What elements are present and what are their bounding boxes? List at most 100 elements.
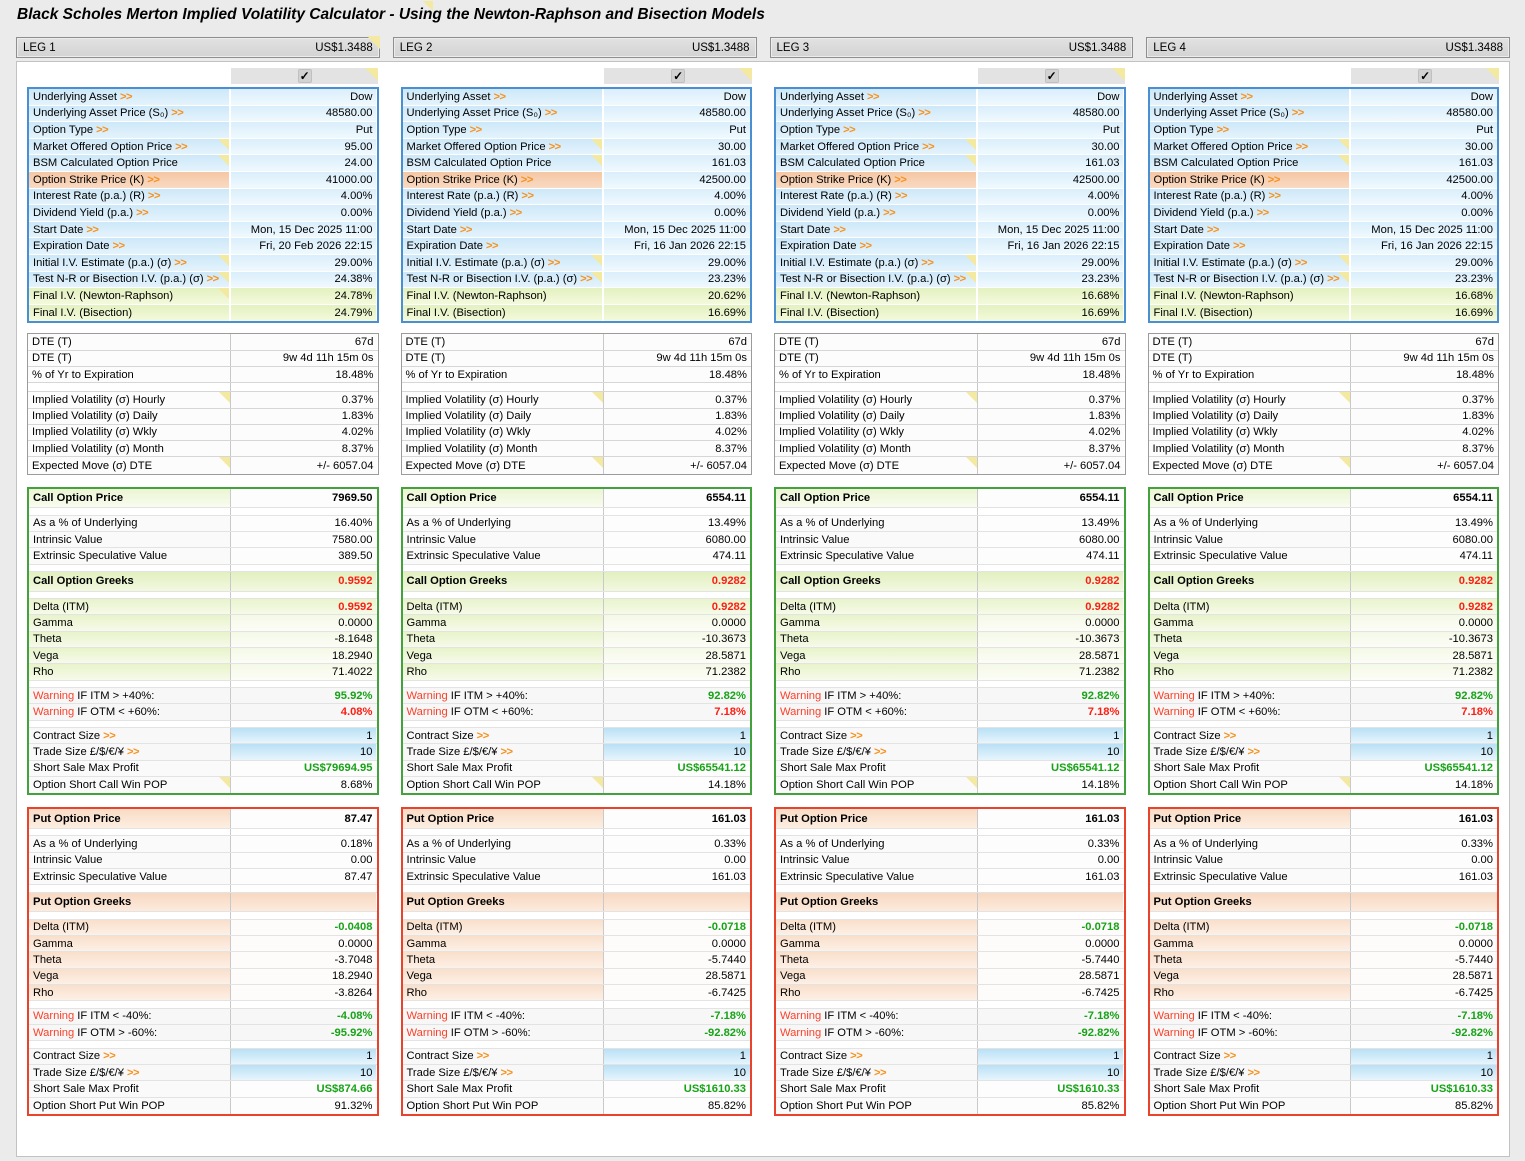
input-cell[interactable]: 29.00% <box>1351 254 1497 271</box>
input-cell[interactable]: Dow <box>977 89 1124 105</box>
leg-enabled-checkbox[interactable]: ✓ <box>671 69 686 83</box>
input-cell[interactable]: 29.00% <box>604 254 750 271</box>
leg-header: LEG 2 US$1.3488 <box>392 37 757 58</box>
input-cell[interactable]: Mon, 15 Dec 2025 11:00 <box>1351 221 1497 238</box>
row-value: 7969.50 <box>230 488 377 508</box>
input-cell[interactable]: Fri, 16 Jan 2026 22:15 <box>977 238 1124 254</box>
table-row: Final I.V. (Bisection) 24.79% <box>29 304 377 322</box>
input-cell[interactable]: 0.00% <box>977 205 1124 221</box>
note-indicator-icon <box>218 457 230 469</box>
input-cell[interactable]: 48580.00 <box>604 105 750 122</box>
input-cell[interactable]: Mon, 15 Dec 2025 11:00 <box>230 221 377 238</box>
table-row <box>402 680 750 689</box>
input-cell[interactable]: 4.00% <box>604 188 750 205</box>
input-cell[interactable]: 24.38% <box>230 271 377 288</box>
row-label: Initial I.V. Estimate (p.a.) (σ) >> <box>402 254 605 271</box>
input-cell[interactable]: 4.00% <box>977 188 1124 205</box>
input-cell[interactable]: 10 <box>604 744 750 760</box>
input-cell[interactable]: Put <box>230 122 377 138</box>
row-label-text: Call Option Greeks <box>1153 575 1255 588</box>
table-row: DTE (T) 67d <box>401 334 751 351</box>
input-cell[interactable]: 1 <box>1351 1048 1497 1065</box>
input-cell[interactable]: Put <box>1351 122 1497 138</box>
table-row: Extrinsic Speculative Value 474.11 <box>776 548 1124 565</box>
input-cell[interactable]: 1 <box>977 728 1124 744</box>
input-cell[interactable]: Dow <box>230 89 377 105</box>
note-indicator-icon <box>365 68 379 81</box>
row-label: Delta (ITM) <box>776 919 978 936</box>
input-cell[interactable]: Mon, 15 Dec 2025 11:00 <box>604 221 750 238</box>
input-cell[interactable]: 0.00% <box>604 205 750 221</box>
table-row: Interest Rate (p.a.) (R) >> 4.00% <box>402 188 750 206</box>
input-cell[interactable]: 42500.00 <box>604 171 750 188</box>
row-label: Warning IF ITM > +40%: <box>29 688 231 704</box>
input-cell[interactable]: 4.00% <box>1351 188 1497 205</box>
input-cell[interactable]: 29.00% <box>230 254 377 271</box>
row-label-text: BSM Calculated Option Price <box>33 157 178 170</box>
input-cell[interactable]: 23.23% <box>977 271 1124 288</box>
input-cell[interactable]: 42500.00 <box>977 171 1124 188</box>
input-cell[interactable]: Mon, 15 Dec 2025 11:00 <box>977 221 1124 238</box>
input-cell[interactable]: 4.00% <box>230 188 377 205</box>
input-cell[interactable]: 10 <box>1351 1065 1497 1081</box>
input-cell[interactable]: Dow <box>604 89 750 105</box>
input-cell[interactable]: 30.00 <box>977 138 1124 155</box>
input-cell[interactable]: 1 <box>977 1048 1124 1065</box>
input-cell[interactable]: 0.00% <box>230 205 377 221</box>
input-cell[interactable]: 30.00 <box>1351 138 1497 155</box>
input-cell[interactable]: 161.03 <box>1351 155 1497 171</box>
table-row: Dividend Yield (p.a.) >> 0.00% <box>776 205 1124 222</box>
input-cell[interactable]: 10 <box>230 1065 377 1081</box>
input-cell[interactable]: Fri, 20 Feb 2026 22:15 <box>230 238 377 254</box>
input-cell[interactable]: 42500.00 <box>1351 171 1497 188</box>
input-cell[interactable]: 24.00 <box>230 155 377 171</box>
table-row: As a % of Underlying 0.33% <box>402 836 750 853</box>
row-value: 1.83% <box>230 408 378 424</box>
input-cell[interactable]: 10 <box>604 1065 750 1081</box>
input-cell[interactable]: 23.23% <box>1351 271 1497 288</box>
row-label-text: Rho <box>780 665 801 678</box>
row-label-text: As a % of Underlying <box>33 837 138 850</box>
row-label: Warning IF ITM > +40%: <box>402 688 605 704</box>
input-cell[interactable]: 10 <box>977 744 1124 760</box>
input-cell[interactable]: 1 <box>230 1048 377 1065</box>
input-cell[interactable]: 1 <box>230 728 377 744</box>
row-label-text: Market Offered Option Price <box>406 140 546 153</box>
spacer <box>401 68 605 84</box>
input-cell[interactable]: 29.00% <box>977 254 1124 271</box>
input-cell[interactable]: 95.00 <box>230 138 377 155</box>
input-cell[interactable]: 30.00 <box>604 138 750 155</box>
input-cell[interactable]: 10 <box>977 1065 1124 1081</box>
input-cell[interactable]: 161.03 <box>977 155 1124 171</box>
input-cell[interactable]: 0.00% <box>1351 205 1497 221</box>
warning-label: Warning <box>780 689 822 702</box>
input-cell[interactable]: Fri, 16 Jan 2026 22:15 <box>604 238 750 254</box>
input-cell[interactable]: 1 <box>604 728 750 744</box>
input-cell[interactable]: 23.23% <box>604 271 750 288</box>
row-value: 6554.11 <box>1351 488 1497 508</box>
row-label: As a % of Underlying <box>1149 515 1352 531</box>
input-cell[interactable]: 1 <box>604 1048 750 1065</box>
input-cell[interactable]: 1 <box>1351 728 1497 744</box>
input-cell[interactable]: 48580.00 <box>1351 105 1497 122</box>
input-cell[interactable]: 41000.00 <box>230 171 377 188</box>
input-cell[interactable]: 10 <box>230 744 377 760</box>
input-cell[interactable]: 10 <box>1351 744 1497 760</box>
input-cell[interactable]: 48580.00 <box>230 105 377 122</box>
row-value: -6.7425 <box>1351 984 1497 1001</box>
leg-enabled-checkbox[interactable]: ✓ <box>1044 69 1059 83</box>
table-row <box>402 720 750 729</box>
input-cell[interactable]: 48580.00 <box>977 105 1124 122</box>
table-row: Vega 28.5871 <box>402 968 750 985</box>
input-cell[interactable]: 161.03 <box>604 155 750 171</box>
input-cell[interactable]: Put <box>977 122 1124 138</box>
input-cell[interactable]: Dow <box>1351 89 1497 105</box>
leg-enabled-checkbox[interactable]: ✓ <box>297 69 312 83</box>
table-row: Test N-R or Bisection I.V. (p.a.) (σ) >> 2… <box>29 271 377 289</box>
row-label: Start Date >> <box>1149 221 1352 238</box>
input-cell[interactable]: Fri, 16 Jan 2026 22:15 <box>1351 238 1497 254</box>
input-cell[interactable]: Put <box>604 122 750 138</box>
leg-enabled-checkbox[interactable]: ✓ <box>1418 69 1433 83</box>
row-label: Gamma <box>1149 615 1352 631</box>
row-label-text: Call Option Price <box>406 491 497 504</box>
